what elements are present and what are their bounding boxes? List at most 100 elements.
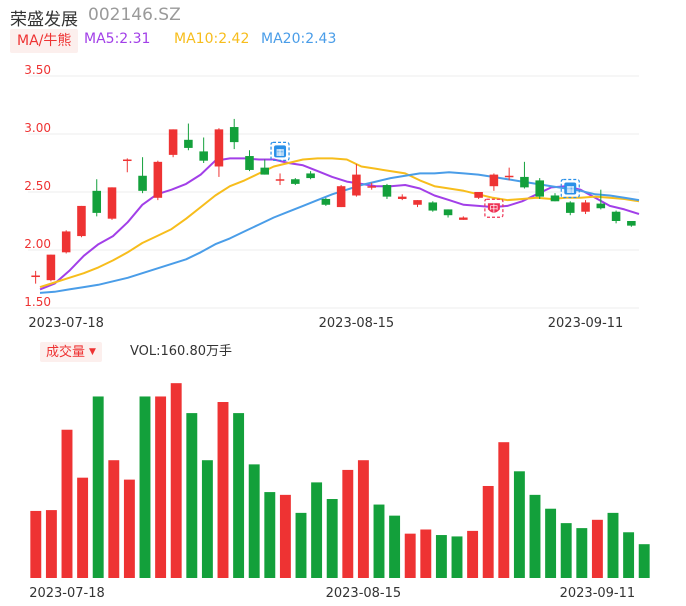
volume-bar (92, 396, 104, 578)
volume-bar (295, 512, 307, 578)
candle-body (61, 231, 71, 253)
candle-body (474, 192, 483, 198)
caret-down-icon: ▼ (89, 347, 96, 357)
volume-bar (248, 464, 260, 578)
candle-body (245, 156, 254, 170)
candle-body (46, 254, 56, 281)
volume-bar (357, 460, 369, 578)
candle-body (168, 129, 178, 155)
candle-body (291, 179, 300, 184)
candle-body (184, 139, 193, 148)
volume-bar (389, 515, 401, 578)
volume-bar (264, 492, 276, 578)
volume-bar (451, 536, 463, 578)
candle-body (489, 174, 499, 187)
y-tick-label: 3.50 (24, 63, 51, 77)
stock-code: 002146.SZ (88, 5, 181, 25)
volume-bar (342, 469, 354, 578)
badge-glyph: ▦ (566, 185, 575, 195)
candle-body (581, 202, 590, 212)
volume-bar (435, 535, 447, 578)
volume-bar (279, 494, 291, 578)
badge-fill (564, 182, 577, 195)
x-tick-label: 2023-07-18 (29, 586, 105, 601)
volume-bar (373, 504, 385, 578)
candle-body (565, 202, 575, 213)
candle-body (260, 167, 270, 175)
volume-bar (201, 460, 213, 578)
volume-bar (638, 544, 650, 578)
volume-bar (576, 528, 588, 578)
candle-body (306, 173, 315, 179)
candle-body (123, 159, 132, 162)
badge-frame (484, 198, 504, 218)
candle-body (199, 151, 208, 161)
volume-bar (591, 519, 603, 578)
volume-bar (45, 510, 57, 578)
ma5-line (39, 157, 640, 291)
price-grid (28, 75, 639, 309)
candle-body (596, 203, 606, 209)
candle-body (138, 175, 147, 191)
ma10-legend: MA10:2.42 (174, 31, 250, 47)
volume-bar (404, 533, 416, 578)
candle-body (214, 129, 224, 167)
candle-body (520, 176, 529, 188)
candle-body (153, 161, 163, 198)
ma-indicator-tab[interactable]: MA/牛熊 (10, 29, 79, 53)
y-tick-label: 2.50 (24, 179, 51, 193)
volume-bar (623, 532, 635, 578)
volume-bar (61, 429, 73, 578)
volume-bar (560, 523, 572, 578)
x-tick-label: 2023-09-11 (548, 316, 624, 331)
volume-bar (217, 402, 229, 578)
ma10-line (39, 157, 640, 289)
volume-bar (545, 508, 557, 578)
candle-body (336, 186, 346, 208)
volume-bar (311, 482, 323, 578)
shield-icon (487, 203, 500, 213)
candle-body (77, 205, 86, 237)
candle-body (321, 198, 331, 205)
x-tick-label: 2023-09-11 (560, 586, 636, 601)
price-x-axis: 2023-07-18 2023-08-15 2023-09-11 (28, 316, 623, 331)
badge-glyph: ▦ (276, 148, 285, 158)
volume-bar (186, 413, 198, 578)
volume-bar (326, 499, 338, 578)
volume-bar (123, 479, 135, 578)
candle-body (31, 275, 40, 278)
candle-body (504, 175, 514, 178)
stock-name: 荣盛发展 (10, 10, 78, 30)
volume-tab-label: 成交量 (46, 345, 86, 360)
moving-average-lines (39, 157, 640, 294)
candle-body (550, 195, 560, 202)
x-tick-label: 2023-07-18 (28, 316, 104, 331)
volume-bar (607, 512, 619, 578)
candle-body (535, 180, 544, 197)
volume-bar (108, 460, 120, 578)
x-tick-label: 2023-08-15 (319, 316, 395, 331)
candle-body (352, 174, 361, 196)
badge-frame (560, 178, 580, 199)
badge-frame (270, 141, 290, 161)
volume-bar (467, 530, 479, 578)
volume-bar (30, 510, 42, 578)
candle-body (107, 187, 117, 219)
volume-bar-series (30, 383, 650, 578)
ma20-legend: MA20:2.43 (261, 31, 337, 47)
volume-bar (529, 494, 541, 578)
candle-body (275, 179, 285, 181)
volume-bar (233, 413, 245, 578)
volume-bar (170, 383, 182, 578)
buy-signal-badge: ▦ (270, 141, 290, 161)
volume-x-axis: 2023-07-18 2023-08-15 2023-09-11 (29, 586, 635, 601)
volume-indicator-tab[interactable]: 成交量 ▼ (40, 342, 102, 362)
volume-bar (77, 477, 89, 578)
candle-body (229, 127, 239, 143)
candle-body (92, 190, 102, 213)
volume-bar (139, 396, 151, 578)
y-tick-label: 3.00 (24, 121, 51, 135)
candle-body (443, 209, 453, 216)
badge-fill (274, 145, 287, 158)
